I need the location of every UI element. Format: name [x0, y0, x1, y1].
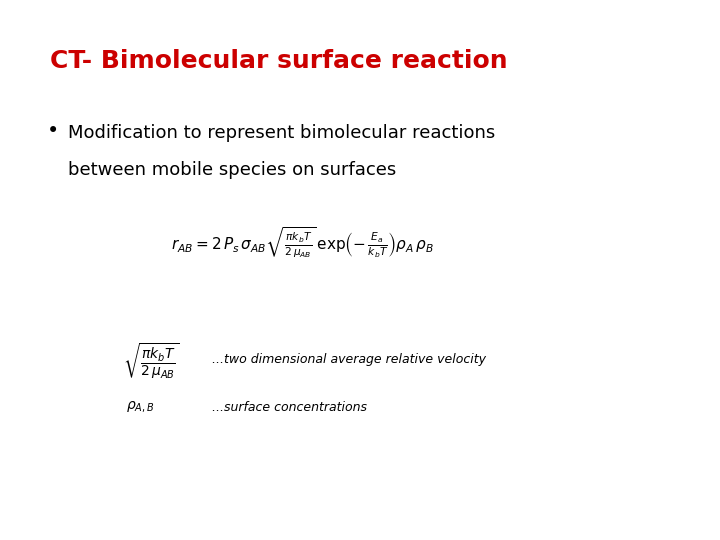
Text: $\rho_{A,B}$: $\rho_{A,B}$: [126, 400, 155, 415]
Text: •: •: [47, 122, 59, 141]
Text: between mobile species on surfaces: between mobile species on surfaces: [68, 161, 397, 179]
Text: CT- Bimolecular surface reaction: CT- Bimolecular surface reaction: [50, 49, 508, 72]
Text: $r_{AB} =2\,P_s\,\sigma_{AB}\sqrt{\frac{\pi k_b T}{2\,\mu_{AB}}}\,\exp\!\left(-\: $r_{AB} =2\,P_s\,\sigma_{AB}\sqrt{\frac{…: [171, 226, 434, 260]
Text: ...surface concentrations: ...surface concentrations: [212, 401, 367, 414]
Text: ...two dimensional average relative velocity: ...two dimensional average relative velo…: [212, 353, 487, 366]
Text: Modification to represent bimolecular reactions: Modification to represent bimolecular re…: [68, 124, 495, 142]
Text: $\sqrt{\dfrac{\pi k_b T}{2\,\mu_{AB}}}$: $\sqrt{\dfrac{\pi k_b T}{2\,\mu_{AB}}}$: [123, 342, 179, 381]
